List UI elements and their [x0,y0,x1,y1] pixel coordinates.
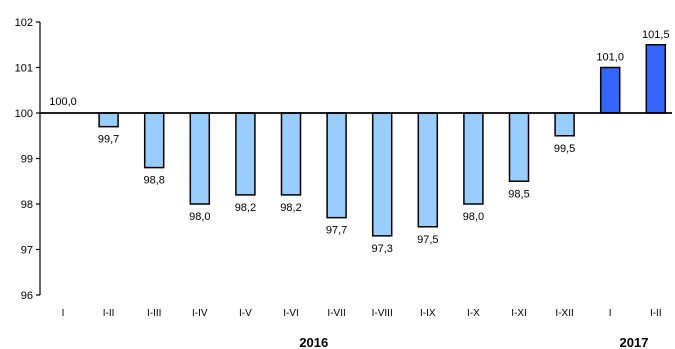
bar [98,112,119,128]
y-tick-label: 97 [21,245,33,257]
bars [98,44,667,237]
data-label: 98,5 [508,188,529,200]
year-label: 2016 [299,335,328,349]
data-label: 98,2 [280,202,301,214]
y-tick-label: 96 [21,290,33,302]
y-axis: 96 97 98 99 100 101 102 [15,17,41,302]
bar [371,112,393,237]
x-tick-label: I-VIII [372,308,393,319]
data-label: 97,3 [371,243,392,255]
category-labels: I I-II I-III I-IV I-V I-VI I-VII I-VIII I-IX I-X I… [62,308,662,319]
data-label: 98,0 [463,211,484,223]
bar [280,112,302,196]
bar [326,112,347,219]
x-tick-label: I [62,308,65,319]
data-labels: 100,0 99,7 98,8 98,0 98,2 98,2 97,7 97,3 97,5 98,… [49,29,669,255]
bar [417,112,439,228]
bar [463,112,484,205]
bar [645,44,667,114]
y-tick-label: 100 [15,108,33,120]
data-label: 98,2 [235,202,256,214]
bar [508,112,530,182]
bar [143,112,165,169]
data-label: 99,5 [554,143,575,155]
bar [189,112,211,205]
data-label: 101,5 [642,29,670,41]
data-label: 98,0 [189,211,210,223]
x-tick-label: I-III [147,308,161,319]
x-tick-label: I-IV [192,308,208,319]
x-tick-label: I-XII [555,308,573,319]
data-label: 99,7 [98,134,119,146]
y-tick-label: 98 [21,199,33,211]
x-tick-label: I-XI [511,308,527,319]
data-label: 97,7 [326,225,347,237]
y-tick-label: 102 [15,17,33,29]
x-tick-label: I-IX [420,308,436,319]
x-tick-label: I-V [239,308,252,319]
x-tick-label: I-VII [327,308,345,319]
y-tick-label: 99 [21,154,33,166]
x-tick-label: I [609,308,612,319]
x-tick-label: I-X [467,308,480,319]
data-label: 97,5 [417,234,438,246]
data-label: 101,0 [596,52,624,64]
data-label: 100,0 [49,96,77,108]
bar [235,112,256,196]
x-tick-label: I-VI [283,308,299,319]
x-tick-label: I-II [103,308,115,319]
bar [599,66,621,114]
year-label: 2017 [620,335,649,349]
bar [554,112,575,137]
x-tick-label: I-II [650,308,662,319]
data-label: 98,8 [143,175,164,187]
y-tick-label: 101 [15,63,33,75]
year-labels: 2016 2017 [299,335,648,349]
